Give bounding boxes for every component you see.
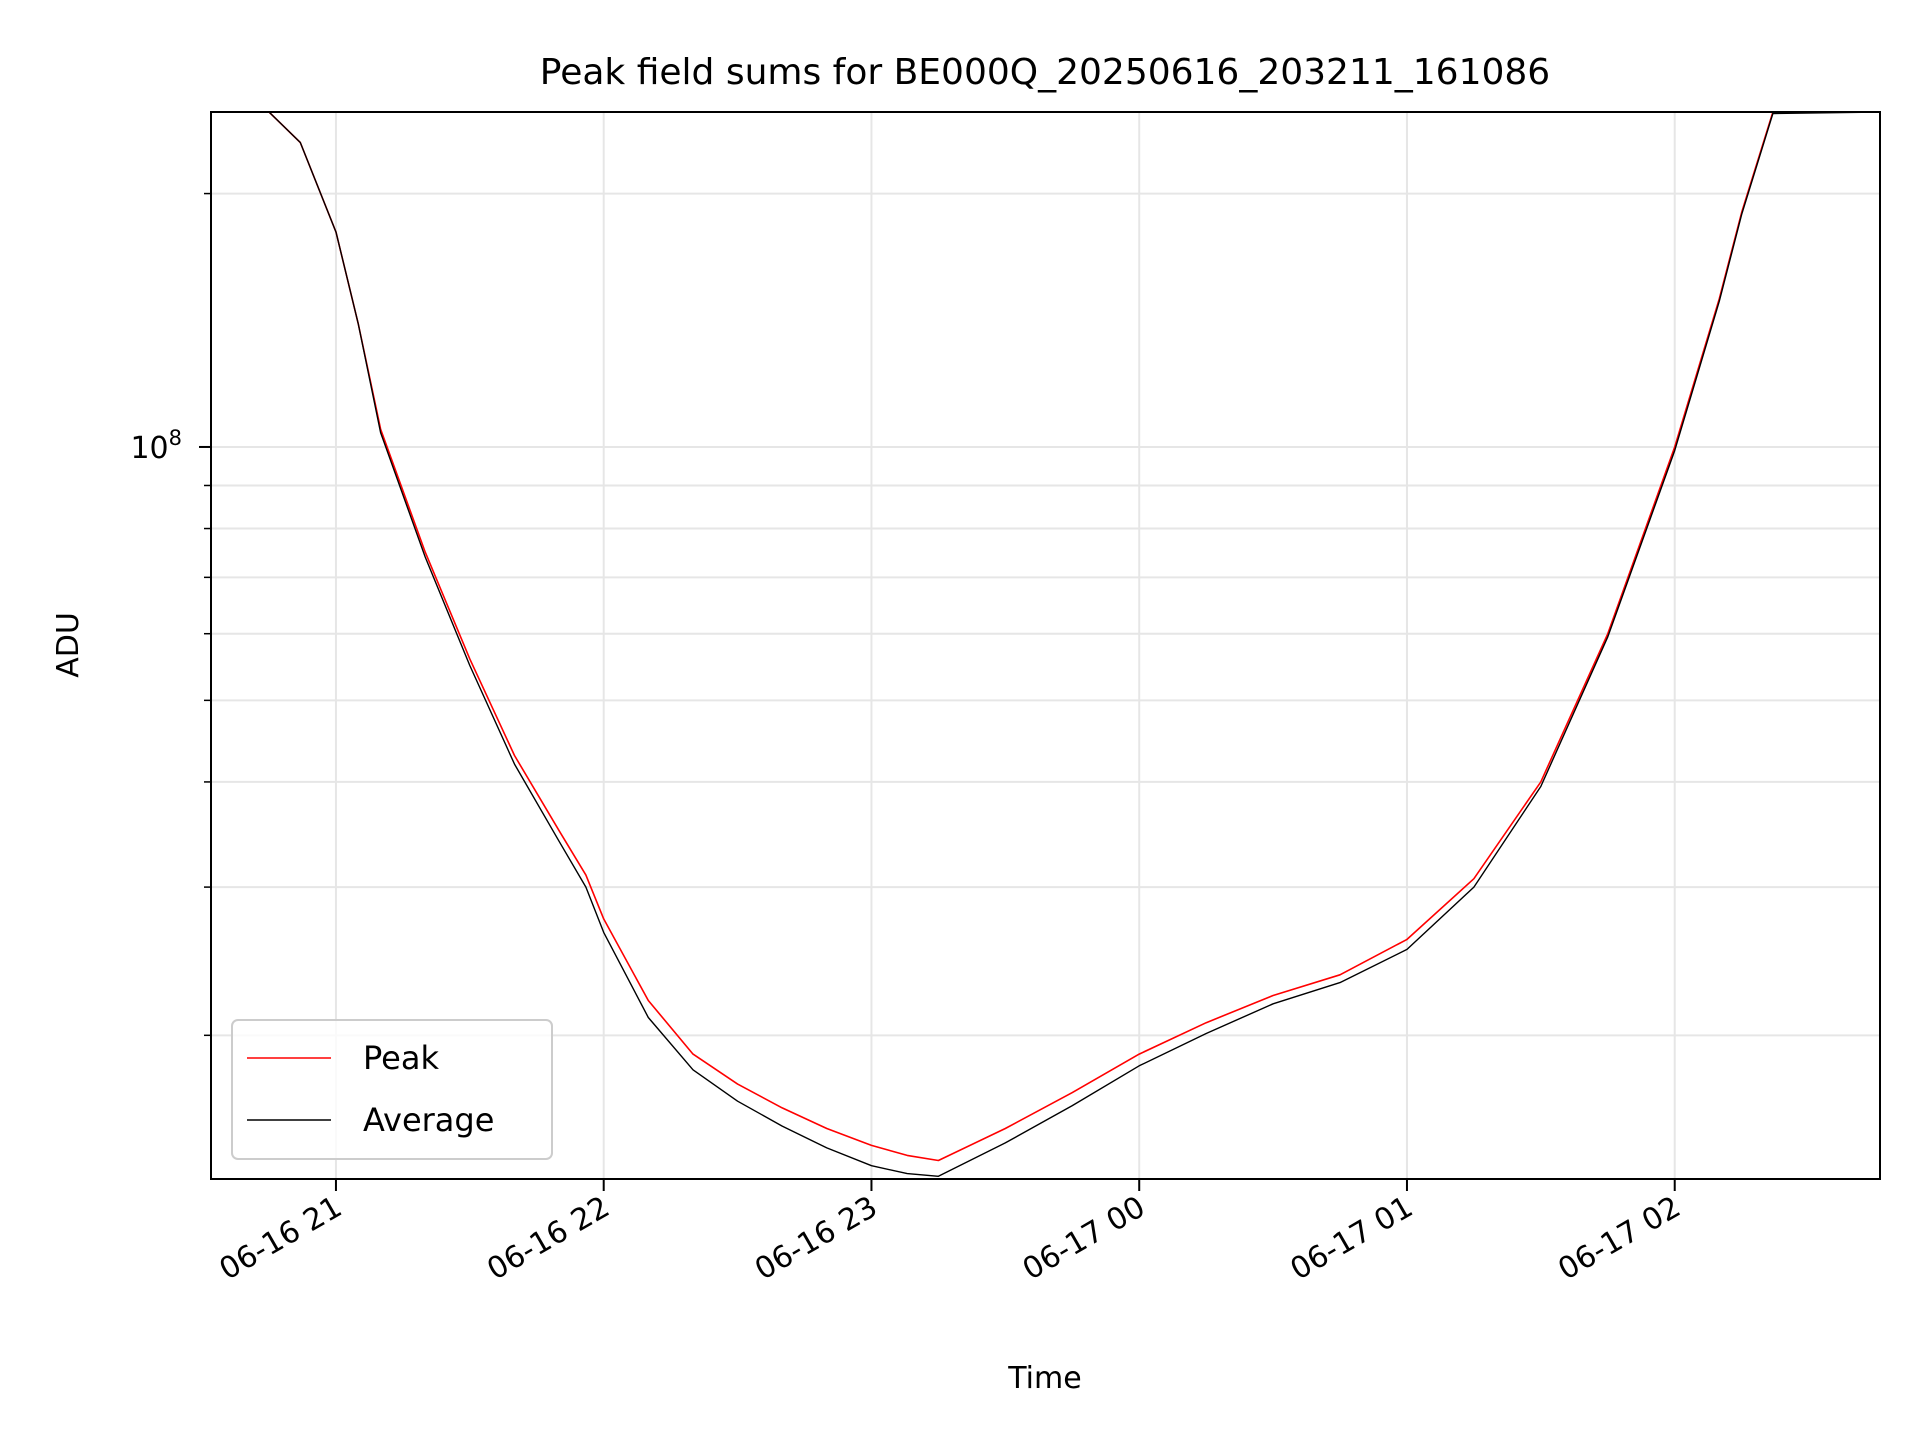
legend: Peak Average: [231, 1019, 553, 1160]
series-line-average: [211, 111, 1881, 1178]
legend-label-average: Average: [363, 1101, 494, 1139]
legend-label-peak: Peak: [363, 1039, 439, 1077]
legend-box: [231, 1019, 553, 1160]
series-line-peak: [211, 111, 1880, 1162]
plot-frame: [210, 111, 1881, 1180]
y-tick-label: 108: [130, 426, 182, 466]
chart-title: Peak field sums for BE000Q_20250616_2032…: [540, 52, 1550, 93]
y-axis-ticks: 108: [130, 192, 211, 1037]
x-axis-label: Time: [1007, 1361, 1081, 1396]
y-tick-label-exponent: 8: [169, 426, 182, 450]
y-tick-label-base: 10: [130, 431, 168, 466]
series-layer: [211, 111, 1881, 1178]
y-axis-label: ADU: [51, 612, 86, 678]
grid-lines: [211, 112, 1880, 1179]
